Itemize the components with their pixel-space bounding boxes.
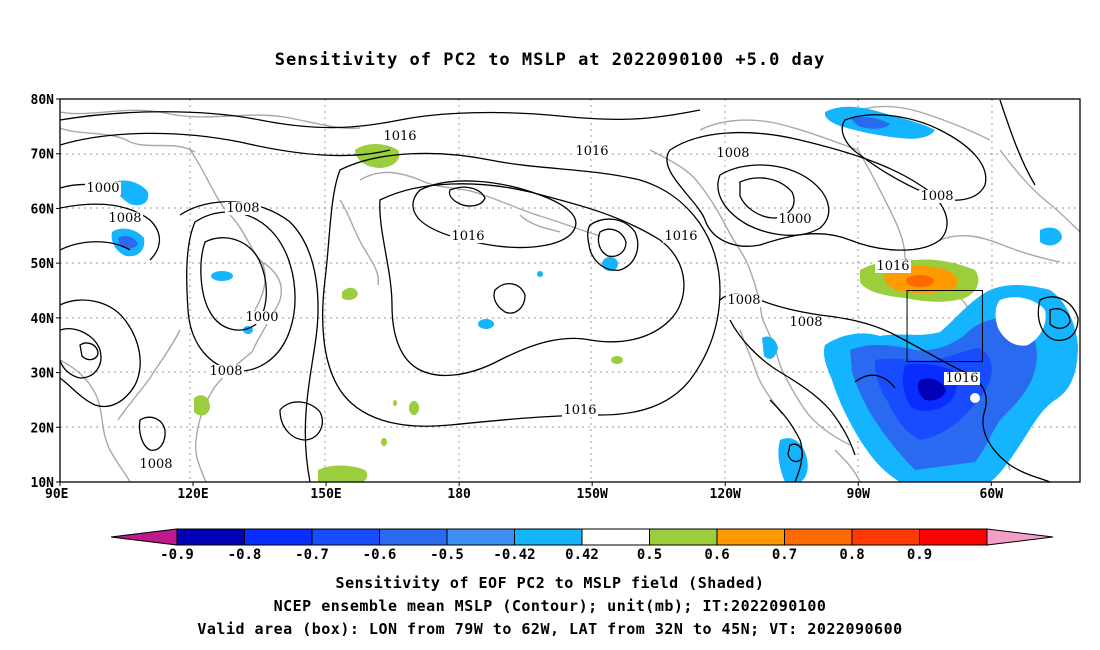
lon-label: 60W <box>980 487 1004 502</box>
contour-label: 1016 <box>876 259 909 274</box>
contour-label-bg <box>788 316 824 329</box>
colorbar-segment <box>514 528 583 546</box>
axis-ticks <box>56 98 992 486</box>
colorbar-tick-label: 0.5 <box>637 547 662 563</box>
lat-label: 60N <box>31 202 55 217</box>
lon-label: 120W <box>710 487 741 502</box>
lon-label: 90E <box>45 487 68 502</box>
lat-label: 80N <box>31 93 55 108</box>
colorbar-tick-label: 0.7 <box>772 547 797 563</box>
map-title: Sensitivity of PC2 to MSLP at 2022090100… <box>274 50 826 70</box>
contour-label: 1008 <box>108 211 141 226</box>
colorbar-segment <box>716 528 785 546</box>
contour-labels: 1016 1016 1016 1016 1016 1016 1016 1008 1008 1008… <box>85 129 980 472</box>
contour-label-bg <box>562 404 598 417</box>
lat-label: 50N <box>31 257 55 272</box>
lat-label: 10N <box>31 476 55 491</box>
latitude-labels: 80N 70N 60N 50N 40N 30N 20N 10N <box>31 93 55 491</box>
colorbar-tick-label: -0.7 <box>295 547 329 563</box>
contour-label-bg <box>777 213 813 226</box>
contour-label-bg <box>944 372 980 385</box>
contour-label-bg <box>382 130 418 143</box>
colorbar-segment <box>244 528 313 546</box>
colorbar <box>110 528 1054 546</box>
contour-label-bg <box>715 147 751 160</box>
caption-valid-area: Valid area (box): LON from 79W to 62W, L… <box>197 620 903 638</box>
contour-label-bg <box>663 230 699 243</box>
contour-label-bg <box>244 311 280 324</box>
contour-label: 1000 <box>86 181 119 196</box>
colorbar-segment <box>379 528 448 546</box>
lon-label: 90W <box>847 487 871 502</box>
contour-label: 1008 <box>920 189 953 204</box>
contour-label: 1000 <box>778 212 811 227</box>
caption-contour: NCEP ensemble mean MSLP (Contour); unit(… <box>273 597 827 615</box>
colorbar-segment <box>176 528 245 546</box>
contour-label-bg <box>450 230 486 243</box>
colorbar-tick-label: -0.9 <box>160 547 194 563</box>
lon-label: 150W <box>577 487 608 502</box>
colorbar-segment <box>649 528 718 546</box>
colorbar-tick-label: -0.5 <box>430 547 464 563</box>
contour-label: 1000 <box>245 310 278 325</box>
contour-label: 1016 <box>664 229 697 244</box>
colorbar-tick-label: 0.8 <box>839 547 864 563</box>
colorbar-high-triangle <box>986 528 1054 546</box>
contour-label: 1008 <box>139 457 172 472</box>
longitude-labels: 90E 120E 150E 180 150W 120W 90W 60W <box>45 487 1003 502</box>
contour-label-bg <box>138 458 174 471</box>
contour-label-bg <box>225 202 261 215</box>
lon-label: 120E <box>177 487 208 502</box>
colorbar-segment <box>919 528 988 546</box>
map-frame <box>59 98 1081 483</box>
lat-label: 70N <box>31 148 55 163</box>
colorbar-tick-label: 0.6 <box>704 547 729 563</box>
contour-label: 1008 <box>209 364 242 379</box>
colorbar-segment <box>311 528 380 546</box>
colorbar-segment <box>446 528 515 546</box>
contour-label-bg <box>726 294 762 307</box>
colorbar-segment <box>784 528 853 546</box>
contour-label: 1016 <box>563 403 596 418</box>
contour-label-bg <box>208 365 244 378</box>
colorbar-tick-label: -0.8 <box>228 547 262 563</box>
colorbar-tick-label: 0.9 <box>907 547 932 563</box>
contour-label: 1008 <box>789 315 822 330</box>
contour-label-bg <box>574 145 610 158</box>
colorbar-segment <box>851 528 920 546</box>
colorbar-segment <box>581 528 650 546</box>
contour-label: 1008 <box>727 293 760 308</box>
caption-shaded: Sensitivity of EOF PC2 to MSLP field (Sh… <box>335 574 765 592</box>
contour-label-bg <box>919 190 955 203</box>
lon-label: 150E <box>310 487 341 502</box>
valid-area-box <box>906 290 983 363</box>
contour-label: 1016 <box>945 371 978 386</box>
contour-label-bg <box>85 182 121 195</box>
colorbar-tick-label: -0.6 <box>363 547 397 563</box>
contour-label-bg <box>107 212 143 225</box>
contour-label: 1008 <box>226 201 259 216</box>
contour-label: 1016 <box>383 129 416 144</box>
colorbar-low-triangle <box>110 528 178 546</box>
contour-label: 1008 <box>716 146 749 161</box>
colorbar-tick-label: -0.42 <box>493 547 535 563</box>
sensitivity-shading <box>111 106 1078 482</box>
lat-label: 30N <box>31 367 55 382</box>
colorbar-labels: -0.9 -0.8 -0.7 -0.6 -0.5 -0.42 0.42 0.5 0.6 0.7 0.… <box>160 547 932 563</box>
lat-label: 20N <box>31 421 55 436</box>
colorbar-tick-label: 0.42 <box>565 547 599 563</box>
mslp-contours <box>60 99 1079 482</box>
lon-label: 180 <box>447 487 471 502</box>
contour-label-bg <box>875 260 911 273</box>
contour-label: 1016 <box>575 144 608 159</box>
contour-label: 1016 <box>451 229 484 244</box>
lat-label: 40N <box>31 312 55 327</box>
